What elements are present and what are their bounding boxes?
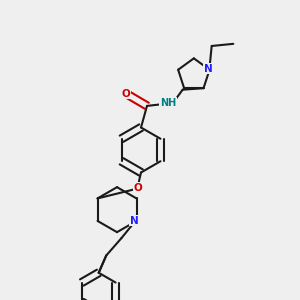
Text: N: N	[204, 64, 212, 74]
Text: NH: NH	[160, 98, 176, 107]
Text: O: O	[121, 88, 130, 99]
Text: O: O	[133, 183, 142, 193]
Text: N: N	[130, 216, 139, 226]
